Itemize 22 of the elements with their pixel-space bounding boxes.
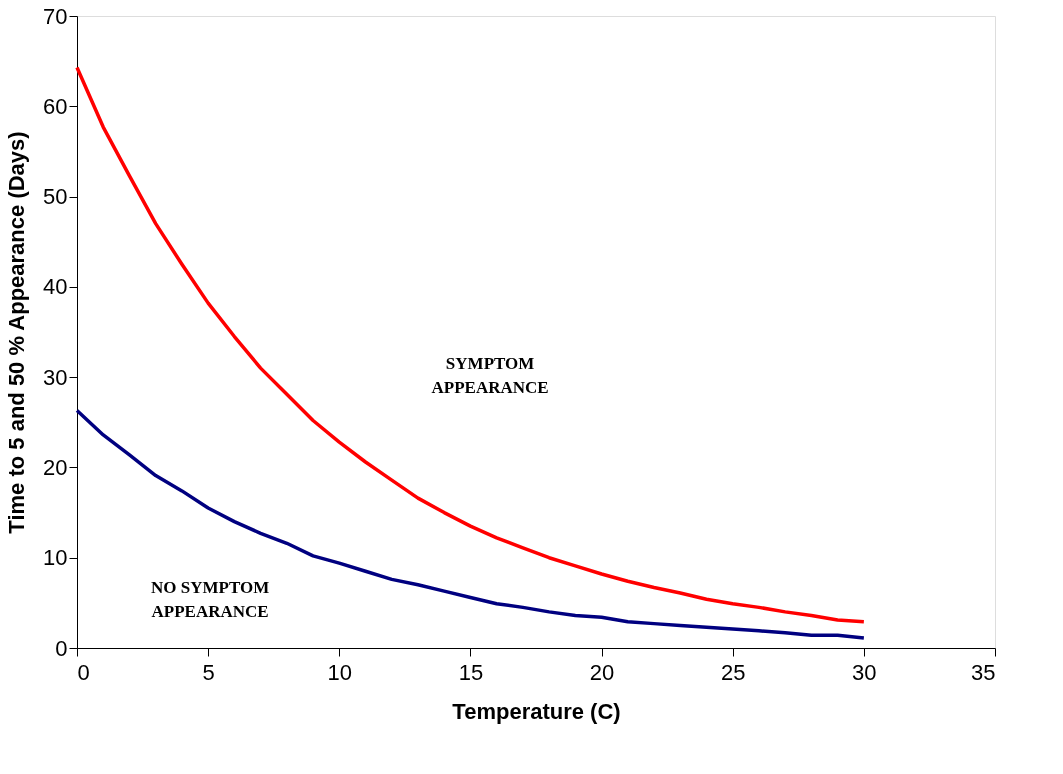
annotation: NO SYMPTOM APPEARANCE [151,577,270,621]
line-series [75,408,866,640]
y-tick-label: 20 [43,454,68,480]
y-tick-label: 50 [43,184,68,210]
y-tick-label: 30 [43,364,68,390]
y-tick-label: 0 [55,635,68,661]
y-tick-label: 60 [43,93,68,119]
x-axis-title: Temperature (C) [452,698,621,724]
x-tick-label: 20 [589,659,615,685]
x-tick-label: 35 [971,659,996,685]
y-axis-title: Time to 5 and 50 % Appearance (Days) [4,131,30,534]
annotation: SYMPTOM APPEARANCE [431,353,549,397]
x-tick-label: 0 [77,659,90,685]
x-tick-label: 30 [852,659,877,685]
line-series [75,65,866,624]
x-tick-label: 15 [458,659,484,685]
y-tick-label: 40 [43,274,68,300]
x-tick-label: 5 [202,659,215,685]
x-tick-label: 25 [720,659,746,685]
x-tick-label: 10 [327,659,353,685]
y-tick-label: 10 [43,545,68,571]
y-tick-label: 70 [43,3,68,29]
